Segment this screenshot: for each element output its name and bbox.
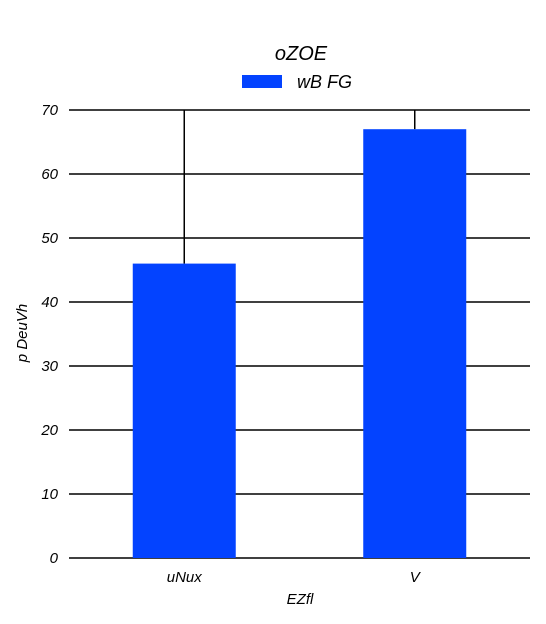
- y-axis-title: p DeuVh: [14, 304, 31, 363]
- x-axis-ticks: uNux V: [167, 569, 422, 586]
- bars: [132, 129, 467, 558]
- y-tick-label: 50: [41, 230, 58, 247]
- x-tick-label: uNux: [167, 569, 203, 586]
- x-tick-label: V: [410, 569, 422, 586]
- y-tick-label: 60: [41, 166, 58, 183]
- x-axis-title: EZfl: [287, 591, 314, 608]
- y-tick-label: 30: [41, 358, 58, 375]
- chart-title: oZOE: [275, 43, 328, 65]
- y-tick-label: 10: [41, 486, 58, 503]
- y-tick-label: 40: [41, 294, 58, 311]
- bar: [132, 263, 236, 558]
- y-tick-label: 70: [41, 102, 58, 119]
- error-bars: [183, 110, 416, 264]
- y-tick-label: 0: [50, 550, 59, 567]
- bar: [363, 129, 467, 558]
- legend-label: wB FG: [297, 72, 352, 92]
- legend-swatch: [242, 75, 282, 88]
- y-axis-ticks: 0 10 20 30 40 50 60 70: [40, 102, 58, 567]
- y-tick-label: 20: [40, 422, 58, 439]
- legend: wB FG: [242, 72, 352, 92]
